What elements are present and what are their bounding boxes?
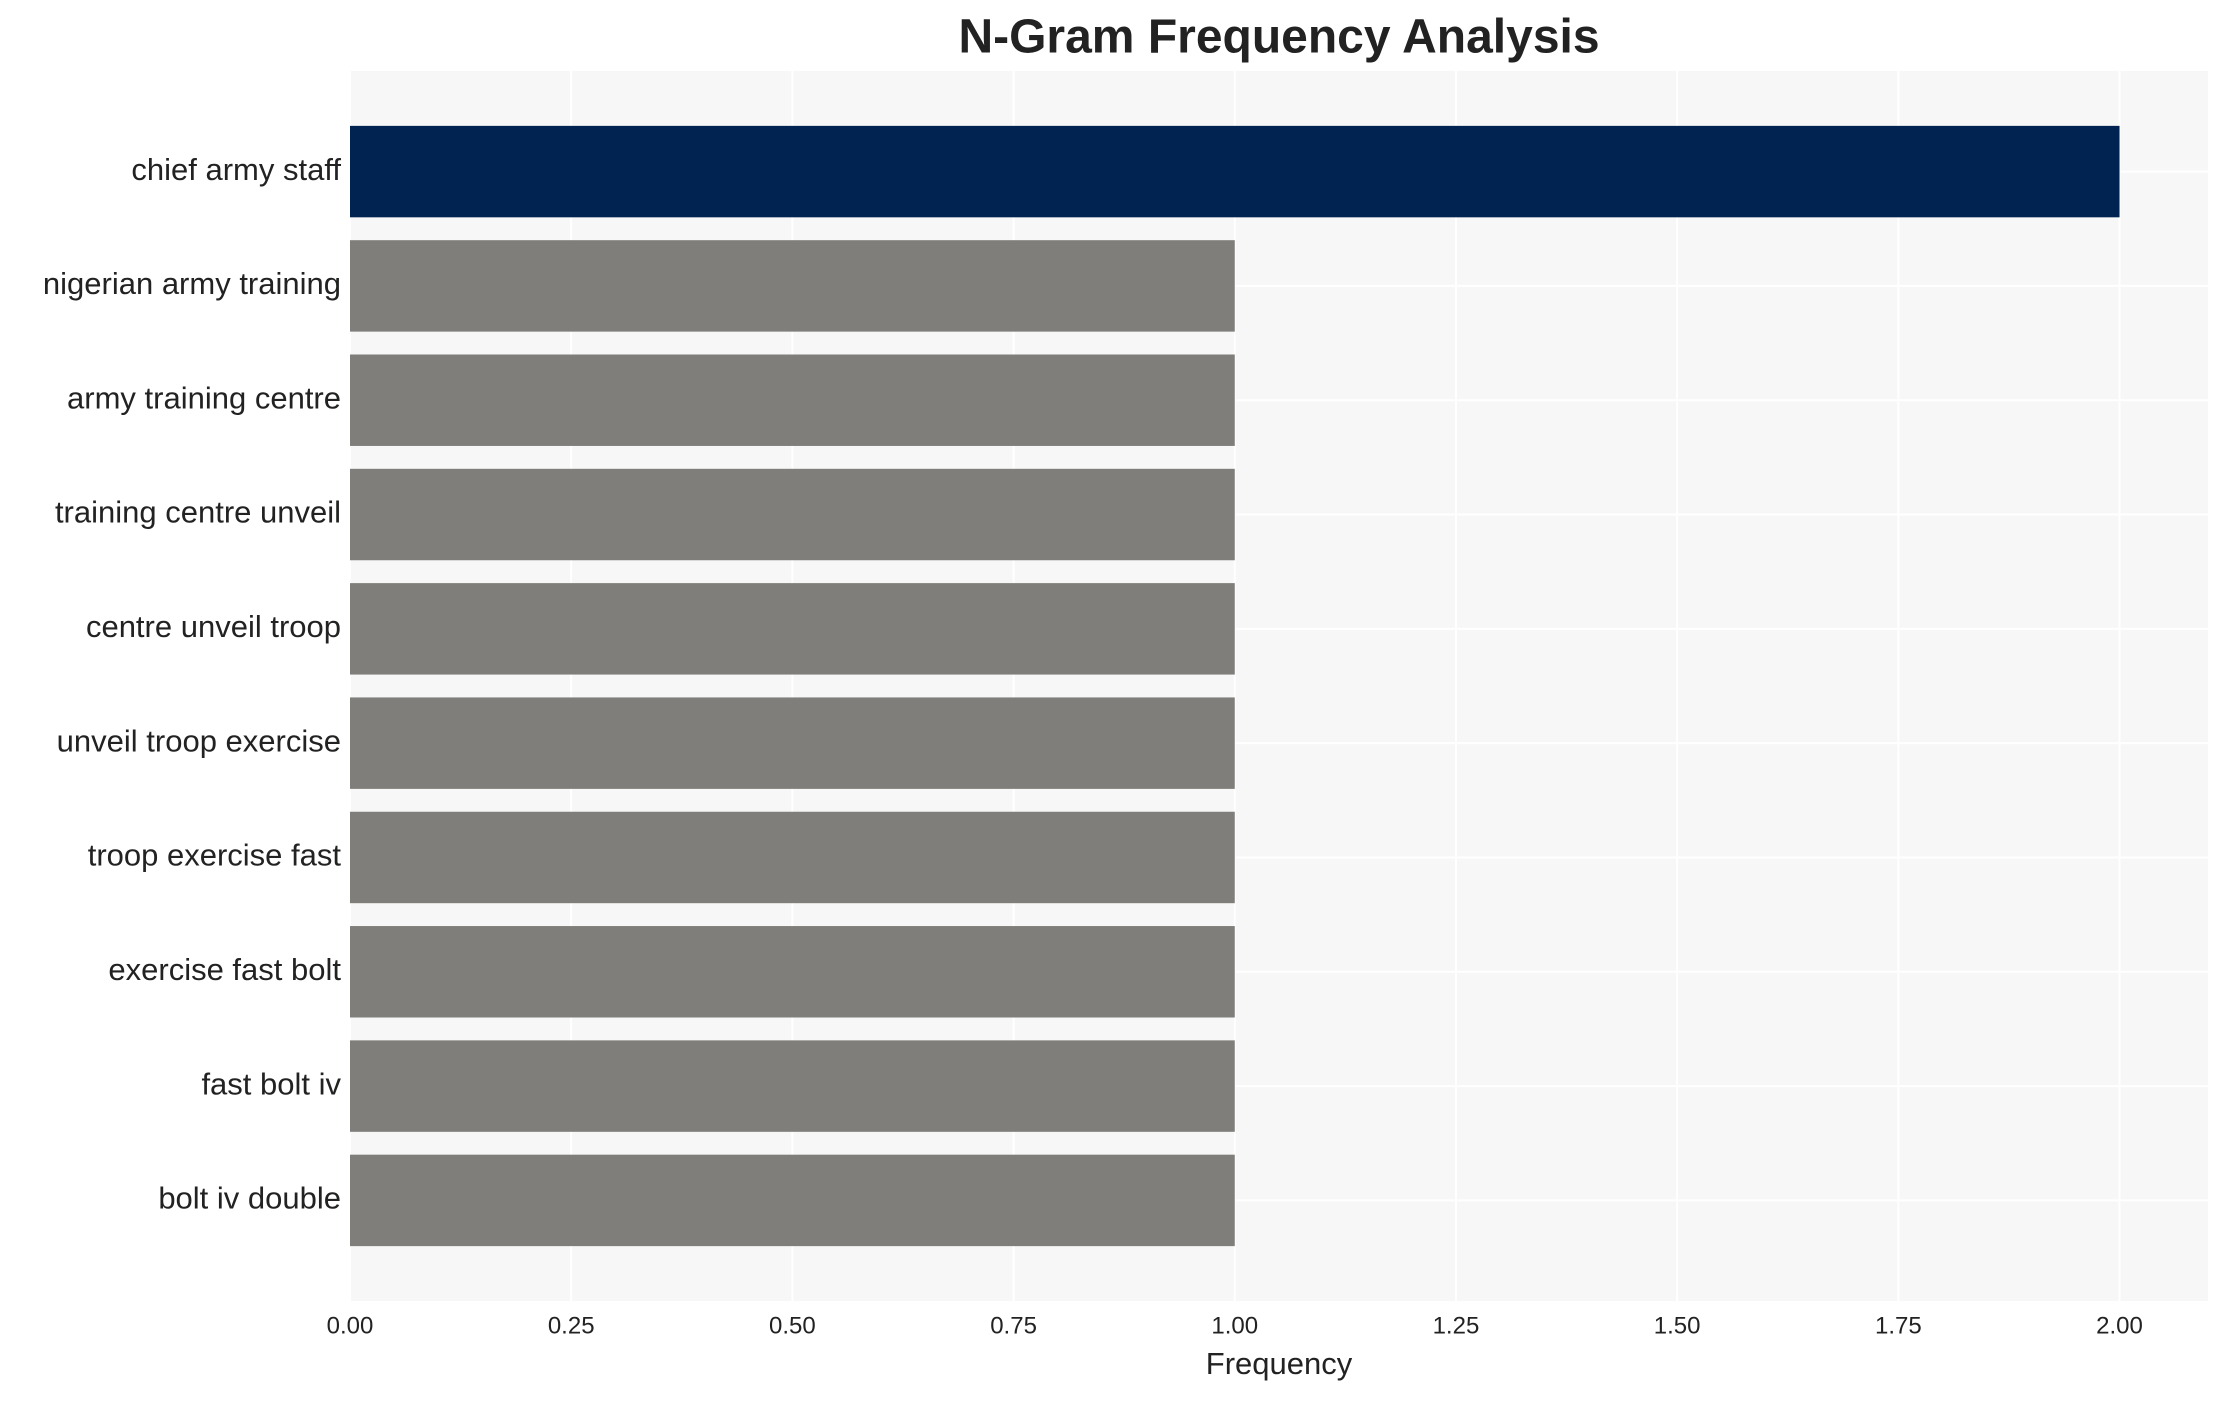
bar (350, 354, 1235, 446)
x-tick-label: 2.00 (2096, 1312, 2143, 1339)
y-tick-label: centre unveil troop (86, 609, 341, 644)
bar (350, 811, 1235, 904)
y-tick-label: exercise fast bolt (108, 952, 341, 987)
x-tick-label: 1.25 (1433, 1312, 1480, 1339)
y-tick-label: troop exercise fast (88, 838, 342, 873)
y-tick-label: fast bolt iv (201, 1066, 341, 1101)
y-tick-label: bolt iv double (158, 1181, 341, 1216)
bar (350, 926, 1235, 1018)
bar (350, 1040, 1235, 1132)
bar (350, 125, 2120, 218)
x-tick-label: 1.50 (1654, 1312, 1701, 1339)
x-tick-label: 0.75 (990, 1312, 1037, 1339)
bar (350, 1154, 1235, 1247)
x-axis-label: Frequency (1206, 1346, 1353, 1381)
bar (350, 468, 1235, 561)
y-tick-label: army training centre (67, 380, 341, 415)
x-tick-label: 0.25 (548, 1312, 595, 1339)
y-tick-label: training centre unveil (55, 495, 341, 530)
x-tick-label: 1.75 (1875, 1312, 1922, 1339)
y-tick-label: chief army staff (131, 152, 341, 187)
y-tick-label: nigerian army training (43, 266, 341, 301)
x-tick-label: 0.00 (327, 1312, 374, 1339)
bar (350, 697, 1235, 789)
bar (350, 240, 1235, 332)
x-tick-label: 1.00 (1211, 1312, 1258, 1339)
x-tick-label: 0.50 (769, 1312, 816, 1339)
bar (350, 583, 1235, 675)
y-tick-label: unveil troop exercise (57, 723, 341, 758)
chart-title: N-Gram Frequency Analysis (958, 11, 1599, 64)
